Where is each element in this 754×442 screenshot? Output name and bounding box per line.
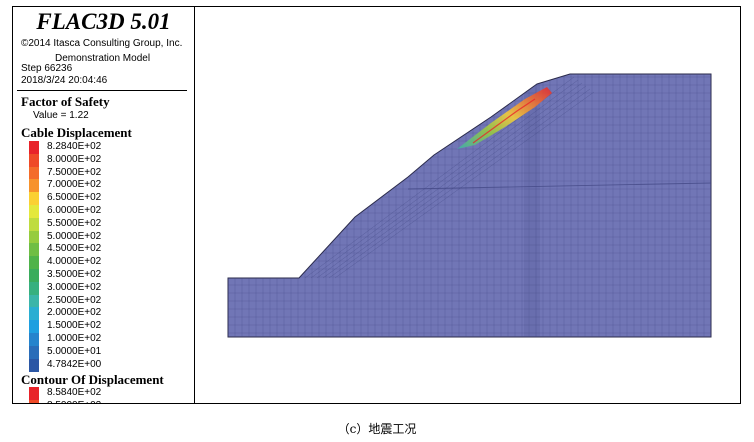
legend-separator [17,90,187,91]
cable-legend-label: 6.5000E+02 [47,192,102,204]
cable-legend-swatch [29,230,39,244]
contour-legend-label: 8.5840E+02 [47,387,102,398]
cable-legend-swatch [29,205,39,218]
cable-legend-swatch [29,217,39,231]
cable-legend-label: 1.0000E+02 [47,333,102,344]
cable-legend-label: 4.5000E+02 [47,243,102,255]
cable-legend-label: 7.0000E+02 [47,179,102,191]
cable-legend-swatch [29,358,39,372]
mesh-line [334,91,595,279]
cable-legend-swatch [29,179,39,193]
cable-legend-label: 6.0000E+02 [47,205,102,216]
cable-legend-swatch [29,281,39,295]
cable-legend-label: 5.5000E+02 [47,217,102,229]
contour-legend-swatch [29,399,39,403]
cable-legend-swatch [29,153,39,167]
model-name: Demonstration Model [55,53,151,64]
figure-frame: FLAC3D 5.01 ©2014 Itasca Consulting Grou… [12,6,741,404]
factor-of-safety-title: Factor of Safety [21,94,110,109]
cable-legend-swatch [29,141,39,154]
contour-displacement-title: Contour Of Displacement [21,372,164,387]
contour-legend-label: 8.5000E+02 [47,400,101,403]
cable-legend-label: 4.7842E+00 [47,358,102,370]
cable-legend-label: 2.5000E+02 [47,294,102,306]
software-title: FLAC3D 5.01 [36,9,171,34]
cable-legend-label: 3.0000E+02 [47,281,102,293]
cable-legend-label: 3.5000E+02 [47,269,102,280]
cable-legend-label: 2.0000E+02 [47,307,102,319]
cable-legend-swatch [29,256,39,270]
legend-panel: FLAC3D 5.01 ©2014 Itasca Consulting Grou… [13,7,195,403]
cable-legend-swatch [29,307,39,321]
cable-legend-swatch [29,269,39,282]
cable-legend-label: 7.5000E+02 [47,166,102,178]
cable-legend-swatch [29,294,39,308]
cable-legend-swatch [29,320,39,334]
mesh-line [407,182,711,190]
mesh-line [310,79,579,279]
sliding-zone-contour [457,87,552,149]
mesh-line [328,88,591,279]
timestamp-text: 2018/3/24 20:04:46 [21,75,108,86]
cable-legend-swatch [29,166,39,180]
cable-legend-swatch [29,345,39,359]
cable-legend-label: 1.5000E+02 [47,320,102,332]
step-text: Step 66236 [21,63,73,74]
slope-mesh-model [227,73,712,338]
mesh-body [227,73,712,338]
contour-legend-swatch [29,387,39,400]
copyright-text: ©2014 Itasca Consulting Group, Inc. [21,38,183,49]
cable-legend-swatch [29,333,39,346]
figure-caption: （c）地震工况 [337,422,417,436]
cable-legend-swatch [29,192,39,206]
cable-legend-swatch [29,243,39,257]
cable-legend-label: 8.2840E+02 [47,141,102,152]
cable-displacement-title: Cable Displacement [21,125,132,140]
cable-legend-label: 5.0000E+01 [47,345,102,357]
cable-legend-label: 8.0000E+02 [47,153,102,165]
cable-legend-label: 4.0000E+02 [47,256,102,268]
cable-highlight [472,98,536,144]
model-view [195,7,740,403]
factor-of-safety-value: Value = 1.22 [33,110,89,121]
mesh-line [322,85,587,279]
cable-legend-label: 5.0000E+02 [47,230,102,242]
mesh-line [316,82,583,279]
